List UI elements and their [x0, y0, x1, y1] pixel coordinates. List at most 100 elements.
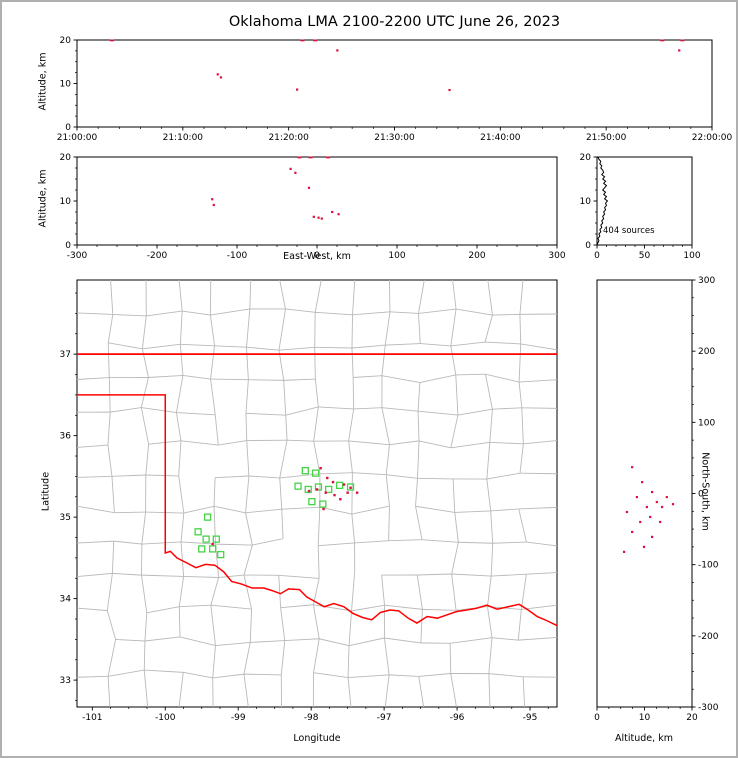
- svg-text:21:50:00: 21:50:00: [586, 133, 627, 143]
- lma-station-marker: [314, 483, 323, 491]
- svg-text:-98: -98: [304, 713, 319, 723]
- svg-text:-300: -300: [698, 703, 719, 713]
- lightning-source-dot: [642, 545, 646, 548]
- svg-text:-300: -300: [67, 251, 88, 261]
- altitude-histogram-panel: 0 50 100 0 10 20: [580, 153, 701, 261]
- svg-text:-200: -200: [698, 632, 719, 642]
- lightning-source-dot: [660, 39, 665, 42]
- svg-text:300: 300: [698, 276, 715, 286]
- lightning-source-dot: [342, 483, 346, 486]
- lightning-source-dot: [320, 217, 323, 220]
- plan-view-map-panel: -101 -100 -99 -98 -97 -96 -95 33 34 35 36 37: [60, 279, 558, 723]
- figure-title: Oklahoma LMA 2100-2200 UTC June 26, 2023: [228, 14, 561, 30]
- lightning-source-dot: [331, 210, 334, 214]
- svg-text:10: 10: [60, 197, 72, 207]
- svg-text:20: 20: [60, 36, 72, 46]
- lightning-source-dot: [337, 213, 340, 216]
- svg-text:300: 300: [548, 251, 565, 261]
- lightning-source-dot: [315, 488, 319, 491]
- lightning-source-dot: [307, 186, 311, 189]
- lightning-source-dot: [651, 490, 654, 494]
- lightning-source-dot: [645, 505, 648, 509]
- lma-station-marker: [346, 483, 355, 491]
- lightning-source-dot: [211, 542, 214, 546]
- svg-text:100: 100: [683, 251, 700, 261]
- lightning-source-dot: [622, 550, 626, 553]
- svg-text:-99: -99: [231, 713, 246, 723]
- lightning-source-dot: [651, 535, 654, 539]
- lma-station-marker: [209, 545, 217, 553]
- svg-text:0: 0: [314, 251, 320, 261]
- lightning-source-dot: [296, 88, 299, 91]
- svg-text:-101: -101: [82, 713, 102, 723]
- lightning-source-dot: [631, 466, 634, 469]
- time-panel-y-axis-label: Altitude, km: [37, 52, 49, 111]
- ns-panel-x-axis-label: Altitude, km: [615, 733, 673, 744]
- lma-station-marker: [217, 550, 225, 559]
- svg-text:22:00:00: 22:00:00: [692, 133, 733, 143]
- svg-text:200: 200: [468, 251, 485, 261]
- lma-station-marker: [212, 535, 220, 543]
- oklahoma-state-border: [77, 394, 558, 627]
- lma-station-marker: [325, 485, 333, 494]
- lma-station-marker: [311, 469, 320, 477]
- lightning-source-dot: [336, 49, 339, 52]
- svg-text:0: 0: [698, 490, 704, 500]
- lma-station-marker: [335, 481, 344, 490]
- svg-text:20: 20: [686, 713, 698, 723]
- lma-station-marker: [301, 467, 309, 475]
- eastwest-altitude-panel: -300 -200 -100 0 100 200 300 0 10 20: [60, 153, 566, 261]
- svg-text:-97: -97: [377, 713, 392, 723]
- svg-text:37: 37: [60, 350, 71, 360]
- svg-text:0: 0: [594, 713, 600, 723]
- svg-text:20: 20: [60, 153, 72, 163]
- svg-text:200: 200: [698, 347, 715, 357]
- lightning-source-dot: [331, 480, 335, 484]
- svg-text:10: 10: [60, 80, 72, 90]
- svg-text:20: 20: [580, 153, 592, 163]
- lightning-source-dot: [289, 167, 292, 170]
- svg-text:0: 0: [65, 241, 71, 251]
- lma-station-marker: [198, 545, 206, 553]
- lightning-source-dot: [355, 491, 359, 494]
- svg-text:21:40:00: 21:40:00: [480, 133, 521, 143]
- svg-text:34: 34: [60, 595, 72, 605]
- lightning-source-dot: [665, 495, 668, 499]
- svg-text:100: 100: [388, 251, 405, 261]
- lightning-source-dot: [216, 73, 219, 76]
- map-y-axis-label: Latitude: [40, 471, 52, 512]
- lma-station-marker: [304, 485, 312, 494]
- source-count-profile-line: [596, 156, 609, 246]
- svg-text:35: 35: [60, 513, 71, 523]
- lightning-source-dot: [300, 39, 305, 42]
- svg-text:36: 36: [60, 432, 72, 442]
- lightning-source-dot: [211, 198, 214, 201]
- svg-text:-96: -96: [450, 713, 465, 723]
- time-altitude-panel: 21:00:00 21:10:00 21:20:00 21:30:00 21:40:00…: [57, 36, 733, 143]
- svg-text:-100: -100: [698, 561, 719, 571]
- svg-text:21:00:00: 21:00:00: [57, 133, 98, 143]
- svg-text:10: 10: [639, 713, 651, 723]
- lightning-source-dot: [219, 76, 223, 79]
- lightning-source-dot: [212, 203, 215, 207]
- lightning-source-dot: [317, 216, 320, 219]
- lma-station-marker: [319, 500, 327, 508]
- svg-text:0: 0: [585, 241, 591, 251]
- lightning-source-dot: [660, 505, 664, 509]
- county-boundaries: [76, 279, 558, 708]
- lightning-source-dot: [631, 530, 634, 534]
- lma-station-marker: [308, 497, 316, 506]
- svg-text:10: 10: [580, 197, 592, 207]
- ew-panel-x-axis-label: East-West, km: [283, 251, 351, 262]
- lightning-source-dot: [294, 171, 297, 174]
- ns-panel-y-axis-label: North-South, km: [699, 452, 711, 531]
- lightning-source-dot: [625, 510, 629, 514]
- lightning-source-dot: [313, 39, 318, 42]
- svg-text:-100: -100: [155, 713, 176, 723]
- altitude-northsouth-panel: 0 10 20-300 -200 -100 0 100 200 300: [594, 276, 719, 723]
- svg-text:0: 0: [65, 123, 71, 133]
- lightning-source-dot: [326, 476, 329, 480]
- lightning-source-dot: [680, 39, 685, 42]
- svg-text:-100: -100: [227, 251, 248, 261]
